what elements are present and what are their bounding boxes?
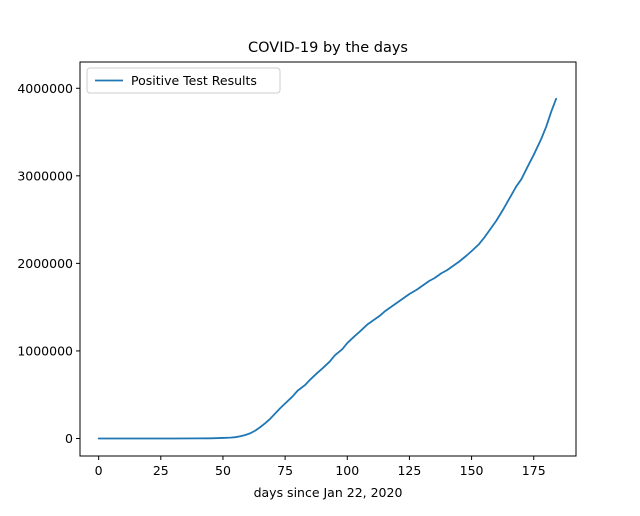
y-tick-label: 3000000 xyxy=(17,168,73,183)
x-axis-label: days since Jan 22, 2020 xyxy=(254,485,403,500)
x-axis: 0 25 50 75 100 125 150 175 xyxy=(95,456,546,478)
x-tick-label: 50 xyxy=(215,463,231,478)
legend-label: Positive Test Results xyxy=(131,73,257,88)
x-tick-label: 175 xyxy=(522,463,546,478)
x-tick-label: 150 xyxy=(460,463,484,478)
series-layer xyxy=(97,97,558,440)
x-tick-label: 125 xyxy=(397,463,421,478)
y-tick-label: 4000000 xyxy=(17,81,73,96)
y-tick-label: 1000000 xyxy=(17,343,73,358)
y-tick-label: 0 xyxy=(65,431,73,446)
plot-area: 0 25 50 75 100 125 150 175 0 1000000 2000000 30000… xyxy=(17,61,577,478)
axes-frame xyxy=(79,61,577,457)
legend-box xyxy=(86,67,281,94)
series-line xyxy=(97,97,558,440)
legend[interactable]: Positive Test Results xyxy=(86,67,281,94)
x-tick-label: 0 xyxy=(95,463,103,478)
chart-title: COVID-19 by the days xyxy=(248,40,408,56)
y-tick-label: 2000000 xyxy=(17,256,73,271)
x-tick-label: 25 xyxy=(153,463,169,478)
x-tick-label: 100 xyxy=(335,463,359,478)
y-axis: 0 1000000 2000000 3000000 4000000 xyxy=(17,81,80,446)
x-tick-label: 75 xyxy=(277,463,293,478)
